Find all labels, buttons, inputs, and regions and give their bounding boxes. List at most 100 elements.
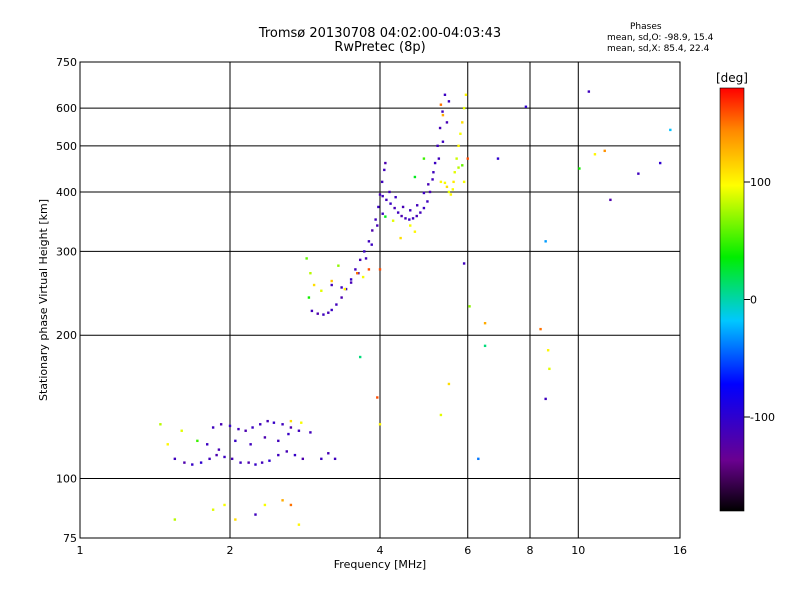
data-point	[268, 459, 271, 462]
data-point	[431, 178, 434, 181]
data-point	[462, 262, 466, 265]
data-point	[441, 140, 445, 143]
data-point	[310, 309, 314, 313]
data-point	[301, 457, 305, 461]
data-point	[426, 200, 429, 203]
data-point	[370, 243, 373, 246]
data-point	[457, 166, 460, 169]
axis-ticks: 1 2 4 6 8 10 16 75 100 200 300 400 500 600 750	[56, 56, 687, 557]
phases-heading: Phases	[630, 22, 662, 32]
data-point	[457, 144, 460, 148]
data-point	[230, 457, 234, 461]
data-point	[396, 211, 400, 214]
data-point	[378, 268, 382, 271]
data-point	[376, 396, 379, 399]
data-point	[462, 106, 466, 110]
colorbar-tick-label: -100	[750, 411, 775, 424]
data-point	[389, 202, 392, 205]
chart-title: Tromsø 20130708 04:02:00-04:03:43	[258, 26, 502, 41]
data-point	[173, 518, 177, 521]
y-tick-label: 500	[56, 140, 77, 153]
data-point	[381, 212, 384, 215]
data-point	[239, 461, 242, 464]
data-point	[211, 508, 215, 511]
data-point	[393, 206, 396, 210]
data-point	[320, 289, 323, 292]
data-point	[287, 432, 290, 436]
data-point	[211, 426, 215, 429]
data-point	[461, 121, 464, 124]
data-point	[320, 457, 323, 461]
data-point	[415, 214, 418, 218]
data-point	[297, 429, 301, 432]
data-point	[340, 296, 343, 299]
data-point	[327, 452, 330, 455]
data-point	[383, 168, 386, 172]
data-point	[388, 190, 391, 194]
data-point	[603, 149, 606, 153]
data-point	[277, 453, 280, 457]
data-point	[436, 144, 439, 148]
data-point	[281, 499, 284, 502]
data-point	[223, 455, 226, 459]
data-point	[349, 281, 353, 284]
data-point	[355, 272, 359, 275]
data-point	[609, 198, 612, 202]
data-points	[159, 90, 672, 526]
data-point	[237, 427, 240, 431]
data-point	[228, 424, 232, 428]
data-point	[322, 313, 325, 316]
phases-mean-x: mean, sd,X: 85.4, 22.4	[607, 44, 710, 54]
data-point	[309, 431, 312, 434]
data-point	[404, 217, 407, 220]
data-point	[419, 211, 422, 214]
data-point	[293, 453, 297, 457]
data-point	[337, 264, 340, 267]
y-tick-label: 300	[56, 245, 77, 258]
data-point	[219, 423, 223, 426]
grid-lines	[79, 61, 681, 539]
data-point	[266, 419, 269, 423]
data-point	[344, 287, 348, 291]
phases-mean-o: mean, sd,O: -98.9, 15.4	[607, 33, 714, 43]
data-point	[260, 461, 264, 464]
data-point	[587, 90, 591, 93]
x-tick-label: 4	[377, 544, 384, 557]
data-point	[259, 423, 262, 426]
data-point	[371, 229, 374, 232]
data-point	[333, 457, 337, 461]
data-point	[300, 421, 303, 424]
colorbar-ticks: 100 0 -100	[744, 176, 775, 424]
data-point	[453, 171, 456, 174]
x-axis-label: Frequency [MHz]	[334, 558, 426, 571]
data-point	[437, 157, 441, 160]
y-tick-label: 400	[56, 186, 77, 199]
y-tick-label: 600	[56, 102, 77, 115]
data-point	[251, 426, 254, 429]
data-point	[272, 421, 276, 424]
data-point	[367, 268, 371, 271]
data-point	[422, 157, 426, 160]
data-point	[658, 161, 662, 165]
data-point	[249, 443, 252, 446]
data-point	[544, 397, 547, 401]
data-point	[439, 103, 443, 106]
data-point	[330, 279, 333, 283]
data-point	[447, 100, 451, 103]
data-point	[277, 439, 280, 443]
data-point	[399, 236, 402, 240]
data-point	[335, 303, 338, 306]
data-point	[483, 321, 487, 325]
data-point	[234, 439, 237, 443]
data-point	[439, 413, 443, 417]
data-point	[208, 457, 211, 461]
chart-subtitle: RwPretec (8p)	[334, 40, 426, 55]
y-tick-label: 200	[56, 329, 77, 342]
data-point	[307, 296, 311, 299]
data-point	[289, 503, 293, 507]
data-point	[433, 161, 437, 165]
data-point	[254, 463, 257, 466]
data-point	[309, 272, 312, 275]
data-point	[669, 128, 672, 132]
